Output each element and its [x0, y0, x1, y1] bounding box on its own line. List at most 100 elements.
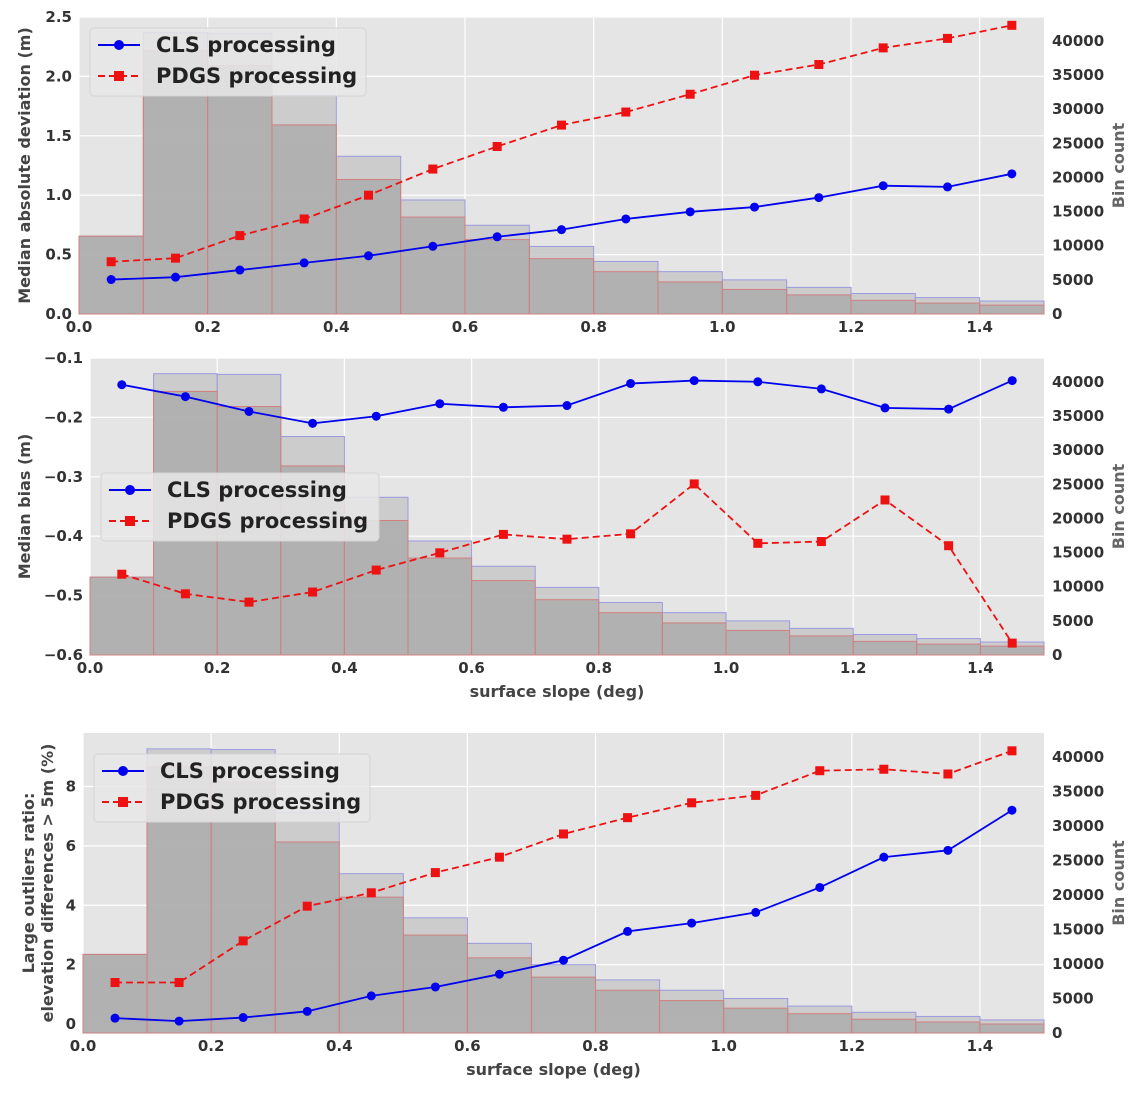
cls-point: [621, 214, 631, 224]
cls-point: [371, 411, 381, 421]
chart-panel-1: 0.0 0.2 0.4 0.6 0.8 1.0 1.2 1.4 0.0 0.5 1.0 1.5 2.0 2…: [15, 8, 1128, 336]
x-tick-label: 1.0: [710, 1037, 737, 1055]
y-tick-label: 2: [66, 956, 76, 974]
pdgs-point: [750, 70, 759, 80]
cls-point: [943, 182, 952, 192]
pdgs-point: [880, 495, 890, 505]
cls-point: [878, 181, 888, 191]
pdgs-point: [244, 597, 254, 607]
pdgs-point: [1007, 746, 1017, 756]
y2-axis-label: Bin count: [1109, 463, 1128, 549]
histogram-bar-b: [400, 216, 466, 315]
legend-label-pdgs: PDGS processing: [160, 790, 361, 814]
pdgs-point: [498, 529, 508, 539]
pdgs-point: [364, 190, 373, 200]
y-tick-label: 2.0: [45, 67, 72, 85]
y2-tick-label: 5000: [1052, 271, 1094, 289]
cls-point: [1007, 376, 1017, 386]
histogram-bar-b: [851, 1018, 917, 1034]
y-tick-label: 2.5: [45, 8, 72, 26]
histogram-bar-b: [464, 239, 530, 315]
histogram-bar-b: [593, 271, 659, 315]
cls-point: [559, 955, 568, 965]
pdgs-point: [235, 231, 245, 241]
y2-tick-label: 20000: [1052, 168, 1104, 186]
legend-marker-cls: [125, 485, 135, 495]
pdgs-point: [815, 766, 825, 776]
cls-point: [815, 882, 825, 892]
histogram-bar-b: [659, 1000, 725, 1034]
pdgs-point: [428, 164, 438, 174]
cls-point: [879, 852, 889, 862]
y2-axis-label: Bin count: [1109, 840, 1128, 926]
y2-tick-label: 15000: [1052, 921, 1104, 939]
legend-label-pdgs: PDGS processing: [156, 64, 357, 88]
legend-label-cls: CLS processing: [160, 759, 340, 783]
legend-marker-cls: [118, 766, 128, 776]
x-tick-label: 0.6: [452, 318, 479, 336]
cls-point: [557, 225, 566, 235]
y2-tick-label: 5000: [1052, 612, 1094, 630]
pdgs-point: [689, 479, 699, 489]
y2-tick-label: 40000: [1052, 373, 1104, 391]
x-tick-label: 0.8: [582, 1037, 609, 1055]
legend-box: [89, 27, 367, 97]
y-tick-label: 0.0: [45, 305, 72, 323]
pdgs-point: [562, 534, 572, 544]
pdgs-point: [110, 978, 120, 988]
y2-tick-label: 10000: [1052, 955, 1104, 973]
histogram-bar-b: [210, 781, 276, 1034]
cls-point: [687, 918, 697, 928]
x-tick-label: 0.2: [198, 1037, 225, 1055]
y-tick-label: −0.5: [44, 587, 83, 605]
histogram-bar-b: [657, 281, 723, 315]
histogram-bar-b: [407, 557, 473, 656]
x-tick-label: 1.2: [840, 659, 867, 677]
legend-box: [100, 472, 380, 542]
x-tick-label: 0.8: [586, 659, 613, 677]
legend-box: [93, 753, 371, 823]
pdgs-point: [559, 829, 568, 839]
y2-tick-label: 10000: [1052, 578, 1104, 596]
histogram-bar-b: [528, 258, 595, 315]
y2-tick-label: 0: [1052, 305, 1062, 323]
y-tick-label: 8: [66, 777, 76, 795]
pdgs-point: [371, 565, 381, 575]
cls-point: [498, 402, 508, 412]
cls-point: [366, 991, 376, 1001]
pdgs-point: [430, 868, 440, 878]
pdgs-point: [687, 798, 697, 808]
y2-tick-label: 35000: [1052, 783, 1104, 801]
y-tick-label: 0: [66, 1015, 76, 1033]
histogram-bar-b: [979, 304, 1045, 315]
pdgs-point: [623, 813, 633, 823]
x-tick-label: 1.0: [713, 659, 740, 677]
y2-tick-label: 35000: [1052, 66, 1104, 84]
histogram-bar-b: [338, 896, 404, 1034]
histogram-bar-b: [343, 519, 409, 656]
y-tick-label: −0.6: [44, 646, 83, 664]
y-tick-label: 1.0: [45, 186, 72, 204]
cls-point: [753, 377, 763, 387]
histogram-bar-b: [786, 294, 852, 315]
y2-tick-label: 20000: [1052, 886, 1104, 904]
y-tick-label: −0.4: [44, 527, 83, 545]
cls-point: [943, 845, 953, 855]
y2-tick-label: 10000: [1052, 237, 1104, 255]
x-axis-label: surface slope (deg): [466, 1060, 641, 1079]
x-tick-label: 1.2: [838, 318, 865, 336]
pdgs-point: [302, 901, 312, 911]
cls-point: [180, 392, 190, 402]
y-tick-label: 6: [66, 837, 76, 855]
histogram-bar-b: [852, 640, 918, 656]
legend-marker-pdgs: [125, 516, 135, 526]
y-tick-label: 0.5: [45, 246, 72, 264]
cls-point: [244, 406, 254, 416]
histogram-bar-b: [661, 622, 727, 656]
y2-tick-label: 0: [1052, 646, 1062, 664]
pdgs-point: [814, 60, 824, 70]
x-tick-label: 0.0: [66, 318, 93, 336]
x-axis-label: surface slope (deg): [470, 682, 645, 701]
histogram-bar-b: [789, 635, 854, 656]
